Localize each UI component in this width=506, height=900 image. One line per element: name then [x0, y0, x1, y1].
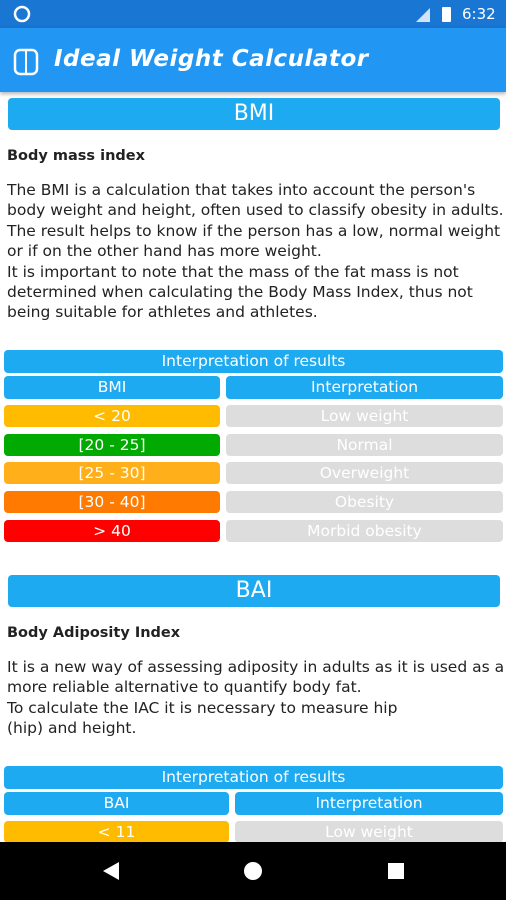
- paragraph-line: or if on the other hand has more weight.: [7, 242, 322, 261]
- interpretation-cell: Overweight: [226, 462, 503, 485]
- section-title: BMI: [8, 98, 500, 130]
- range-cell: > 40: [4, 519, 220, 542]
- clock: 6:32: [462, 5, 496, 23]
- column-header: Interpretation: [226, 375, 503, 399]
- paragraph-line: It is important to note that the mass of…: [7, 262, 459, 281]
- app-bar: Ideal Weight Calculator: [0, 28, 506, 92]
- table-title: Interpretation of results: [4, 349, 503, 373]
- section-title: BAI: [8, 575, 500, 607]
- paragraph-line: being suitable for athletes and athletes…: [7, 303, 318, 322]
- recents-button[interactable]: [388, 863, 404, 879]
- paragraph-line: To calculate the IAC it is necessary to …: [7, 698, 398, 717]
- nav-bar: [0, 842, 506, 900]
- paragraph-line: The BMI is a calculation that takes into…: [7, 181, 476, 199]
- paragraph-line: It is a new way of assessing adiposity i…: [7, 658, 505, 676]
- interpretation-cell: Obesity: [226, 490, 503, 513]
- interpretation-cell: Morbid obesity: [226, 519, 503, 542]
- table-title: Interpretation of results: [4, 765, 503, 789]
- paragraph-line: determined when calculating the Body Mas…: [7, 283, 473, 301]
- column-header: Interpretation: [235, 791, 503, 815]
- section-subtitle: Body mass index: [7, 148, 145, 164]
- content: BMI Body mass index The BMI is a calculati…: [0, 92, 506, 842]
- status-icons: [13, 5, 451, 23]
- range-cell: [30 - 40]: [4, 490, 220, 513]
- back-button[interactable]: [103, 862, 119, 880]
- range-cell: < 11: [4, 820, 229, 842]
- paragraph-line: body weight and height, often used to cl…: [7, 201, 504, 220]
- app-icon: [13, 48, 39, 76]
- app-title: Ideal Weight Calculator: [54, 46, 369, 72]
- paragraph-line: (hip) and height.: [7, 719, 137, 738]
- paragraph-line: The result helps to know if the person h…: [7, 221, 501, 240]
- column-header: BAI: [4, 791, 229, 815]
- interpretation-cell: Normal: [226, 433, 503, 456]
- paragraph-line: more reliable alternative to quantify bo…: [7, 678, 362, 697]
- home-button[interactable]: [244, 862, 262, 880]
- range-cell: [20 - 25]: [4, 433, 220, 456]
- range-cell: < 20: [4, 404, 220, 427]
- interpretation-cell: Low weight: [235, 820, 503, 842]
- range-cell: [25 - 30]: [4, 462, 220, 485]
- column-header: BMI: [4, 375, 220, 399]
- nav-buttons: [103, 862, 404, 880]
- status-bar: 6:32: [0, 0, 506, 28]
- section-subtitle: Body Adiposity Index: [7, 625, 181, 641]
- interpretation-cell: Low weight: [226, 404, 503, 427]
